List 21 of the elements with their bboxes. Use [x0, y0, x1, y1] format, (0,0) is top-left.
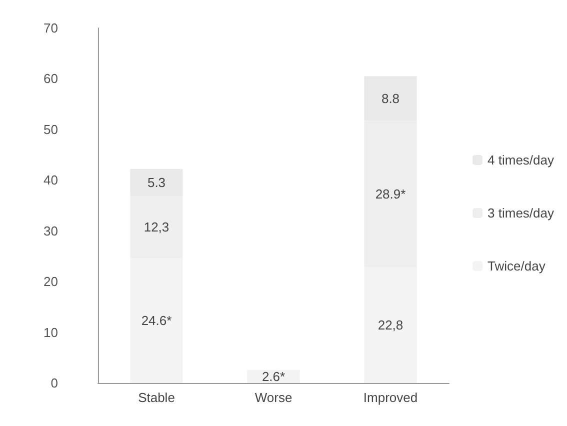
data-label: 22,8: [378, 318, 404, 333]
data-label: 2.6*: [262, 368, 286, 384]
y-tick-label: 70: [44, 20, 58, 36]
y-tick-label: 40: [44, 172, 58, 188]
data-label: 8.8: [381, 90, 400, 106]
y-tick-label: 0: [50, 376, 58, 390]
data-label: 12,3: [144, 220, 170, 235]
legend-label: 3 times/day: [488, 206, 554, 220]
y-tick-label: 10: [44, 324, 58, 340]
y-tick-label: 50: [44, 122, 58, 137]
x-tick-label: Improved: [363, 390, 418, 405]
data-label: 28.9*: [375, 186, 406, 202]
data-label: 5.3: [147, 174, 166, 190]
y-tick-label: 60: [44, 71, 58, 86]
y-tick-label: 20: [44, 274, 58, 290]
data-label: 24.6*: [141, 313, 172, 328]
y-tick-label: 30: [44, 223, 58, 238]
x-tick-label: Worse: [254, 390, 292, 405]
legend-label: 4 times/day: [488, 152, 554, 168]
legend-label: Twice/day: [488, 258, 546, 274]
x-tick-label: Stable: [138, 390, 175, 405]
